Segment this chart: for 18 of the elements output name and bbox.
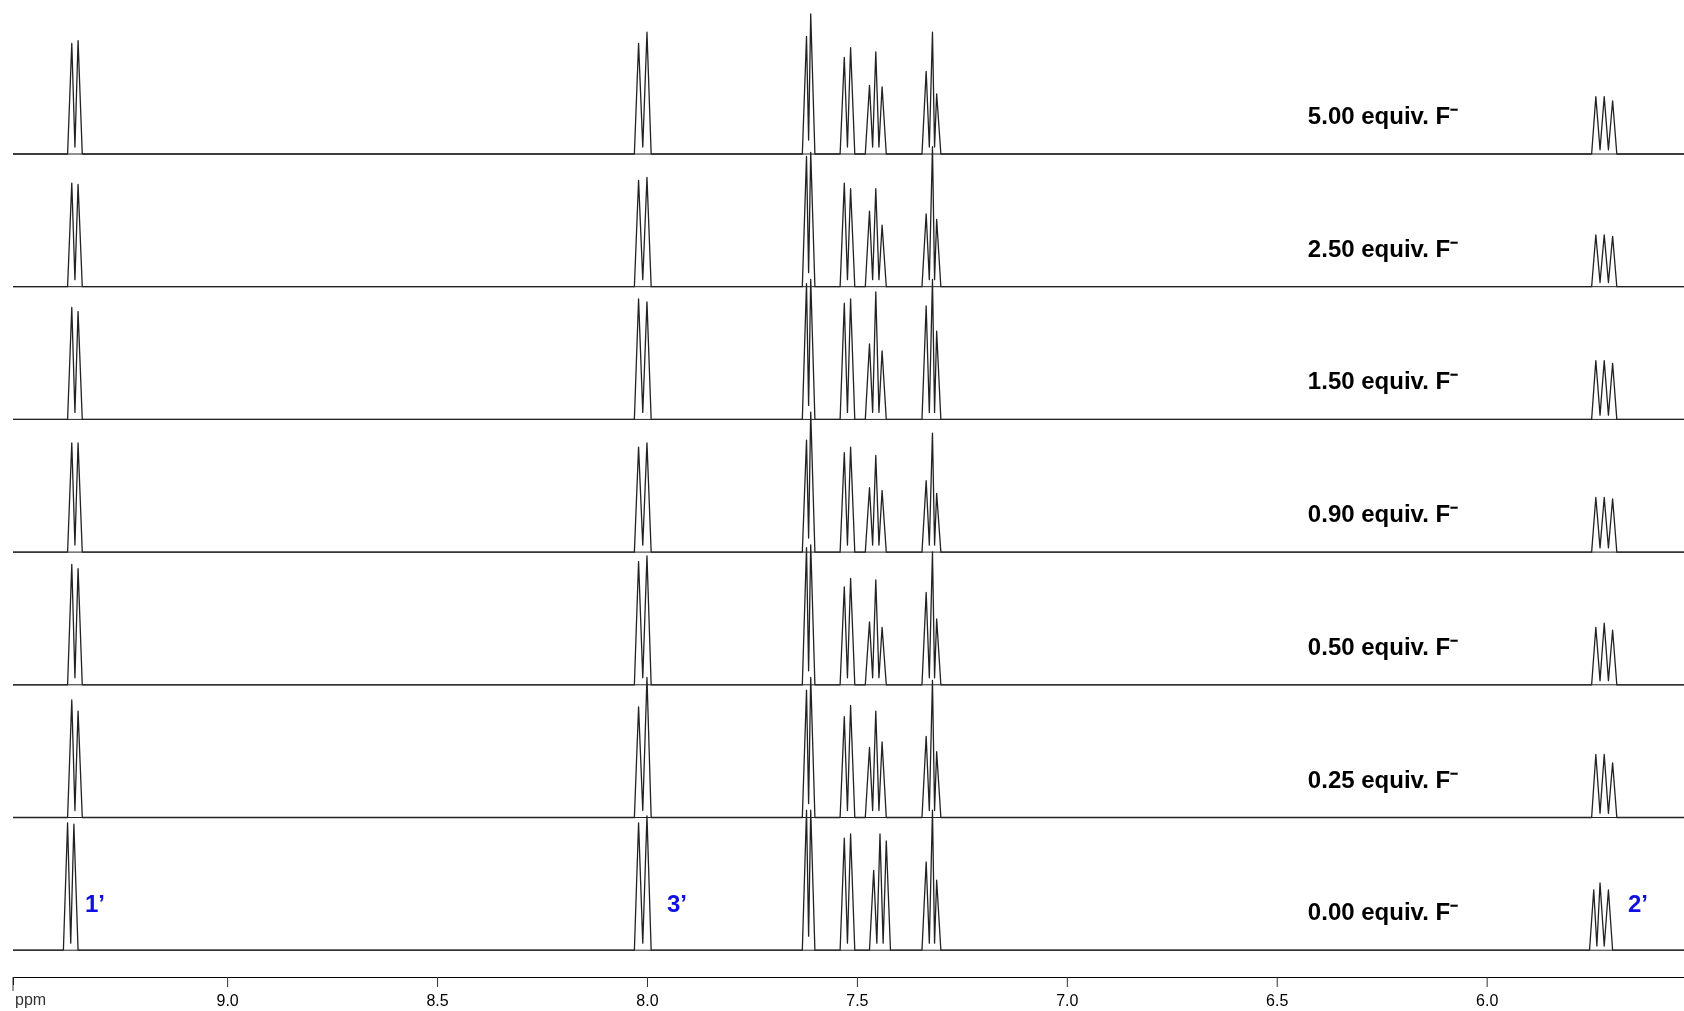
x-tick-label: 8.0 [636, 991, 659, 1009]
annotation: 1.50 equiv. F⁻ [1307, 367, 1459, 395]
annotation: 0.90 equiv. F⁻ [1307, 500, 1459, 528]
x-axis-title: ppm [15, 991, 47, 1008]
annotation: 2.50 equiv. F⁻ [1307, 234, 1459, 262]
annotation: 1’ [84, 890, 106, 918]
annotation: 0.50 equiv. F⁻ [1307, 632, 1459, 660]
x-tick-label: 7.0 [1056, 991, 1079, 1009]
x-tick-label: 9.0 [216, 991, 239, 1009]
annotation: 0.25 equiv. F⁻ [1307, 765, 1459, 793]
annotation: 3’ [666, 890, 688, 918]
annotation: 0.00 equiv. F⁻ [1307, 898, 1459, 926]
x-tick-label: 6.0 [1476, 991, 1499, 1009]
annotation: 5.00 equiv. F⁻ [1307, 102, 1459, 129]
annotation: 2’ [1627, 890, 1649, 918]
x-tick-label: 6.5 [1266, 991, 1289, 1009]
x-tick-label: 8.5 [426, 991, 449, 1009]
x-tick-label: 7.5 [846, 991, 869, 1009]
